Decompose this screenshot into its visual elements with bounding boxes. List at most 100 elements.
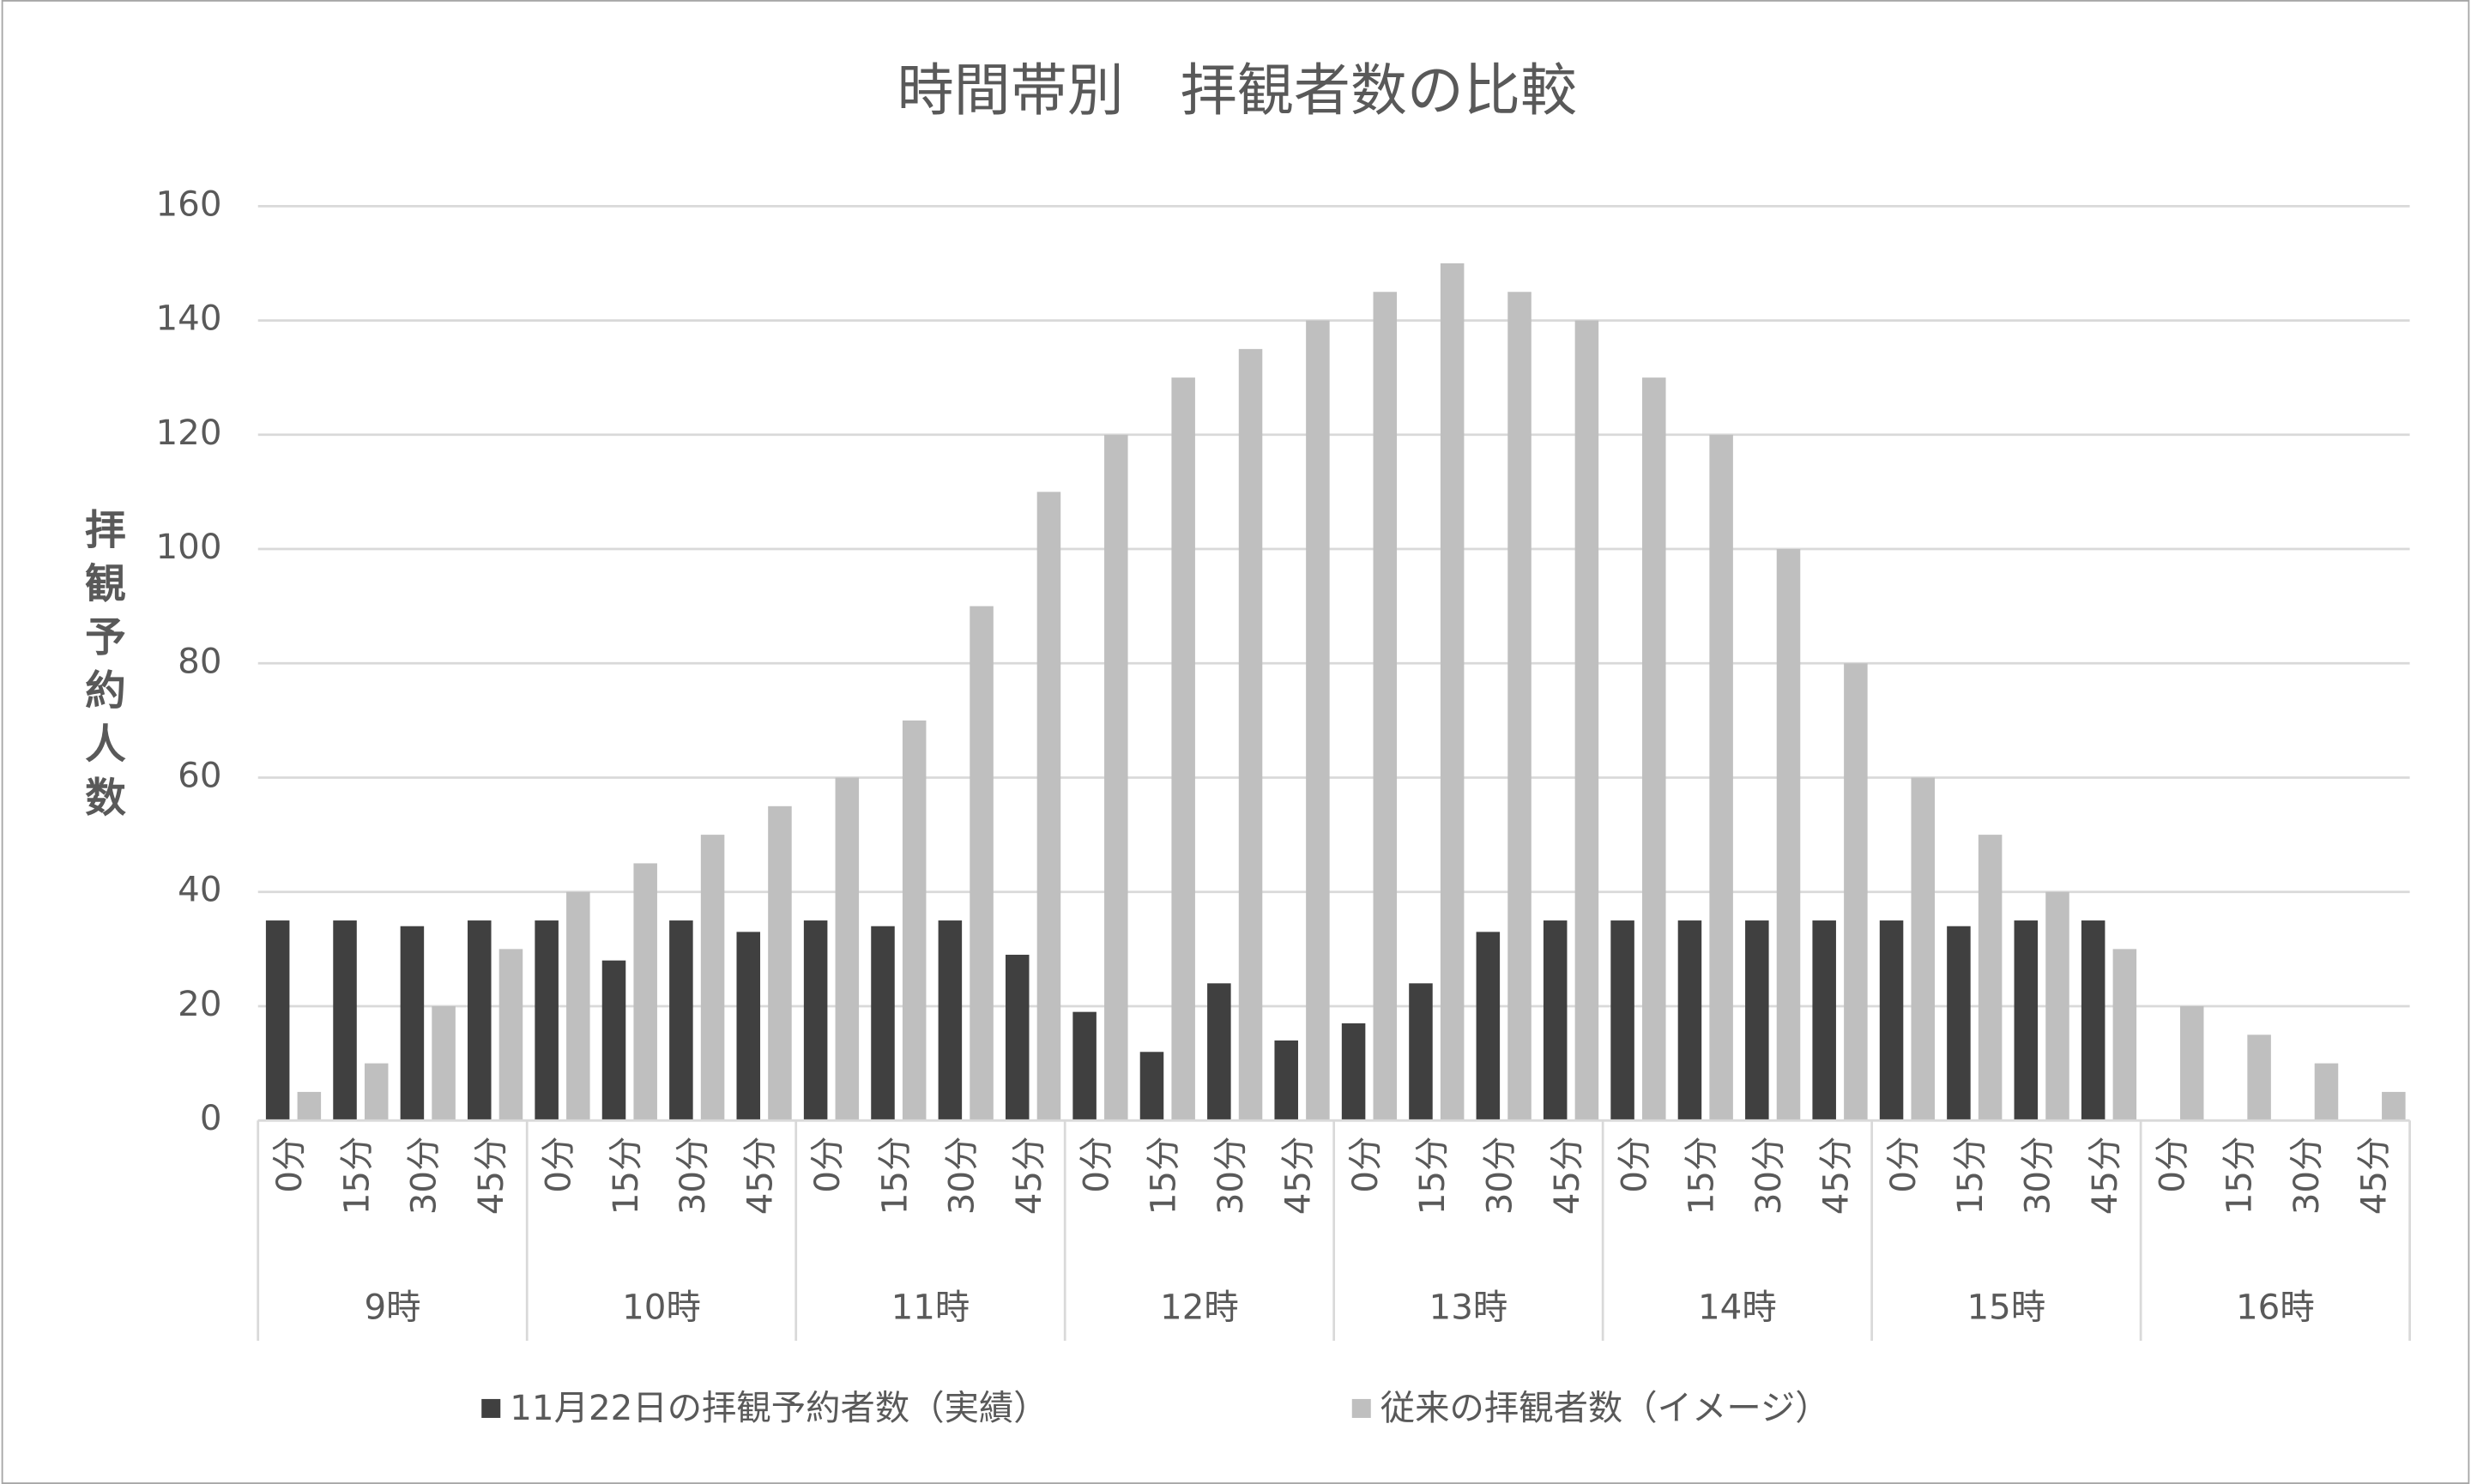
bar <box>1207 983 1231 1121</box>
bar <box>1812 920 1836 1121</box>
group-label: 9時 <box>364 1287 420 1327</box>
x-tick-label: 45分 <box>2085 1137 2125 1216</box>
x-tick-label: 15分 <box>874 1137 915 1216</box>
bar <box>669 920 693 1121</box>
legend-label: 11月22日の拝観予約者数（実績） <box>510 1388 1048 1428</box>
bar <box>1476 932 1501 1121</box>
bar <box>1642 377 1666 1121</box>
x-tick-label: 15分 <box>336 1137 377 1216</box>
bar <box>1911 777 1936 1121</box>
bar <box>2045 891 2069 1121</box>
legend-swatch <box>1351 1398 1371 1418</box>
y-tick-label: 160 <box>155 184 221 224</box>
bar <box>2112 949 2137 1121</box>
group-label: 12時 <box>1160 1287 1239 1327</box>
bar <box>1274 1040 1298 1121</box>
bar <box>1306 320 1330 1121</box>
x-tick-label: 15分 <box>1144 1137 1184 1216</box>
x-tick-label: 45分 <box>1815 1137 1856 1216</box>
x-tick-label: 30分 <box>1480 1137 1520 1216</box>
x-tick-label: 0分 <box>538 1137 578 1193</box>
bar <box>601 960 626 1121</box>
bar <box>535 920 559 1121</box>
x-tick-label: 15分 <box>1412 1137 1453 1216</box>
bar <box>768 805 792 1121</box>
bar <box>1341 1023 1366 1121</box>
bar <box>2382 1091 2406 1121</box>
bar <box>1507 292 1532 1121</box>
y-tick-label: 100 <box>155 527 221 567</box>
x-tick-label: 30分 <box>1749 1137 1789 1216</box>
bar <box>835 777 860 1121</box>
bar <box>1373 292 1398 1121</box>
x-tick-label: 30分 <box>2018 1137 2058 1216</box>
x-tick-label: 15分 <box>2220 1137 2260 1216</box>
group-label: 10時 <box>622 1287 701 1327</box>
bar <box>364 1063 389 1121</box>
x-tick-label: 0分 <box>1883 1137 1924 1193</box>
y-tick-label: 60 <box>178 756 221 796</box>
bar <box>297 1091 322 1121</box>
x-tick-label: 45分 <box>1009 1137 1049 1216</box>
bar <box>1745 920 1769 1121</box>
bar <box>2014 920 2039 1121</box>
x-tick-label: 15分 <box>1950 1137 1991 1216</box>
x-tick-label: 45分 <box>1547 1137 1587 1216</box>
x-tick-label: 15分 <box>1682 1137 1722 1216</box>
x-tick-label: 0分 <box>1076 1137 1116 1193</box>
group-label: 15時 <box>1967 1287 2046 1327</box>
y-tick-label: 20 <box>178 984 221 1024</box>
bar <box>400 926 425 1121</box>
group-label: 11時 <box>891 1287 970 1327</box>
x-tick-label: 30分 <box>942 1137 982 1216</box>
y-tick-label: 120 <box>155 413 221 453</box>
x-tick-label: 45分 <box>471 1137 511 1216</box>
y-tick-label: 80 <box>178 641 221 681</box>
bar <box>498 949 523 1121</box>
chart-title: 時間帯別 拝観者数の比較 <box>897 57 1577 124</box>
bar <box>1409 983 1433 1121</box>
group-label: 13時 <box>1429 1287 1508 1327</box>
bar <box>1978 835 2003 1121</box>
x-tick-label: 30分 <box>1211 1137 1251 1216</box>
bar <box>902 720 927 1121</box>
x-tick-label: 0分 <box>1345 1137 1386 1193</box>
y-tick-label: 0 <box>200 1098 222 1138</box>
bar <box>1947 926 1971 1121</box>
bar <box>1879 920 1904 1121</box>
bar <box>1005 955 1030 1121</box>
bar <box>1610 920 1634 1121</box>
bar <box>803 920 828 1121</box>
bar <box>970 606 994 1121</box>
x-tick-label: 30分 <box>404 1137 444 1216</box>
bar <box>2314 1063 2339 1121</box>
x-tick-label: 45分 <box>1278 1137 1318 1216</box>
x-tick-label: 45分 <box>2353 1137 2394 1216</box>
bar <box>432 1005 456 1121</box>
bar <box>938 920 963 1121</box>
bar <box>1440 262 1465 1121</box>
y-axis-label: 拝観予約人数 <box>77 509 125 829</box>
bar <box>1844 663 1868 1121</box>
x-tick-label: 0分 <box>2152 1137 2192 1193</box>
bar <box>1574 320 1599 1121</box>
x-tick-label: 15分 <box>606 1137 646 1216</box>
bar <box>2081 920 2105 1121</box>
x-tick-label: 30分 <box>673 1137 713 1216</box>
x-tick-label: 0分 <box>807 1137 848 1193</box>
bar <box>468 920 492 1121</box>
y-tick-label: 140 <box>155 299 221 339</box>
legend-label: 従来の拝観者数（イメージ） <box>1380 1388 1830 1428</box>
group-label: 16時 <box>2236 1287 2315 1327</box>
bar <box>1543 920 1568 1121</box>
bar <box>736 932 761 1121</box>
x-tick-label: 30分 <box>2287 1137 2327 1216</box>
x-tick-label: 45分 <box>740 1137 781 1216</box>
y-tick-label: 40 <box>178 870 221 910</box>
bar <box>1709 434 1733 1121</box>
bar <box>1776 549 1801 1121</box>
bar <box>871 926 895 1121</box>
x-tick-label: 0分 <box>1614 1137 1654 1193</box>
x-tick-label: 0分 <box>269 1137 310 1193</box>
